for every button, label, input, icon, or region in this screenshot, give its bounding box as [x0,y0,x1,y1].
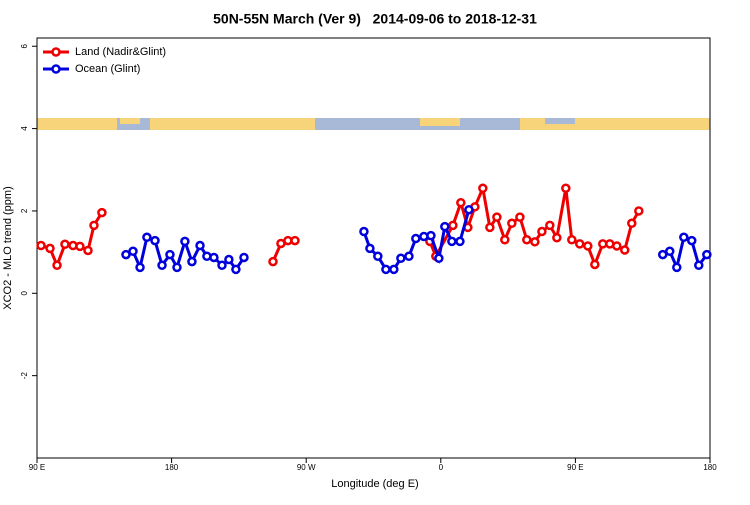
data-point [485,222,495,233]
y-tick-label: 4 [20,126,29,131]
data-point [187,256,197,267]
data-point [590,259,600,270]
y-axis-label: XCO2 - MLO trend (ppm) [2,186,14,309]
data-point [612,241,622,251]
data-point [545,220,555,231]
data-point [492,212,502,222]
data-point [97,207,107,218]
data-point [627,218,637,229]
data-point [537,226,547,237]
data-point [89,220,99,231]
data-point [128,246,138,257]
data-point [687,235,697,246]
data-point [440,221,450,232]
legend-label: Land (Nadir&Glint) [75,46,166,58]
data-point [522,235,532,245]
data-point [672,262,682,273]
data-point [75,241,85,252]
data-point [36,240,46,251]
data-point [209,252,219,263]
chart-title: 50N-55N March (Ver 9) 2014-09-06 to 2018… [213,11,537,27]
data-point [426,230,436,241]
data-point [657,249,668,260]
data-point [290,235,300,246]
map-strip [37,118,710,130]
data-point [389,264,399,275]
data-point [530,237,540,247]
data-point [411,233,421,244]
data-point [165,249,175,260]
data-point [574,239,585,249]
data-point [456,197,466,208]
legend-marker [51,64,61,74]
data-point [217,260,227,271]
data-point [679,232,689,243]
data-point [365,243,375,254]
data-point [142,232,152,243]
data-point [448,220,458,231]
data-point [83,245,93,256]
y-tick-label: 0 [20,291,29,296]
y-tick-label: -2 [20,372,29,380]
data-point [434,253,444,264]
y-tick-label: 6 [20,43,29,48]
data-point [478,183,488,194]
data-point [567,235,577,245]
data-point [455,236,465,247]
x-axis-label: Longitude (deg E) [331,478,418,490]
data-point [231,264,241,275]
data-point [135,262,145,273]
data-point [45,243,55,254]
data-point [150,235,160,246]
data-point [224,254,234,265]
y-tick-label: 2 [20,208,29,213]
x-tick-label: 90 E [567,463,583,472]
data-point [464,204,474,215]
data-point [60,239,70,250]
data-point [552,232,562,243]
x-tick-label: 90 E [29,463,45,472]
data-point [515,212,525,222]
x-tick-label: 180 [703,463,717,472]
data-point [359,226,369,237]
data-point [702,249,712,260]
data-point [157,260,167,271]
data-point [447,236,457,247]
legend-label: Ocean (Glint) [75,63,140,75]
data-point [172,262,182,273]
data-point [500,235,510,245]
data-point [180,236,190,247]
data-point [404,251,414,261]
legend-marker [51,47,61,57]
data-point [381,264,391,275]
data-point [121,249,131,260]
data-point [634,206,644,216]
data-point [694,260,704,271]
data-point [373,251,383,261]
data-point [507,218,517,229]
data-point [268,256,278,267]
data-point [195,240,205,251]
data-point [396,253,406,264]
x-tick-label: 0 [439,463,444,472]
data-point [239,252,249,263]
data-point [52,260,62,271]
x-tick-label: 180 [165,463,179,472]
data-point [620,245,630,255]
data-point [583,241,593,251]
data-point [561,183,571,194]
data-point [665,246,675,257]
x-tick-label: 90 W [297,463,316,472]
